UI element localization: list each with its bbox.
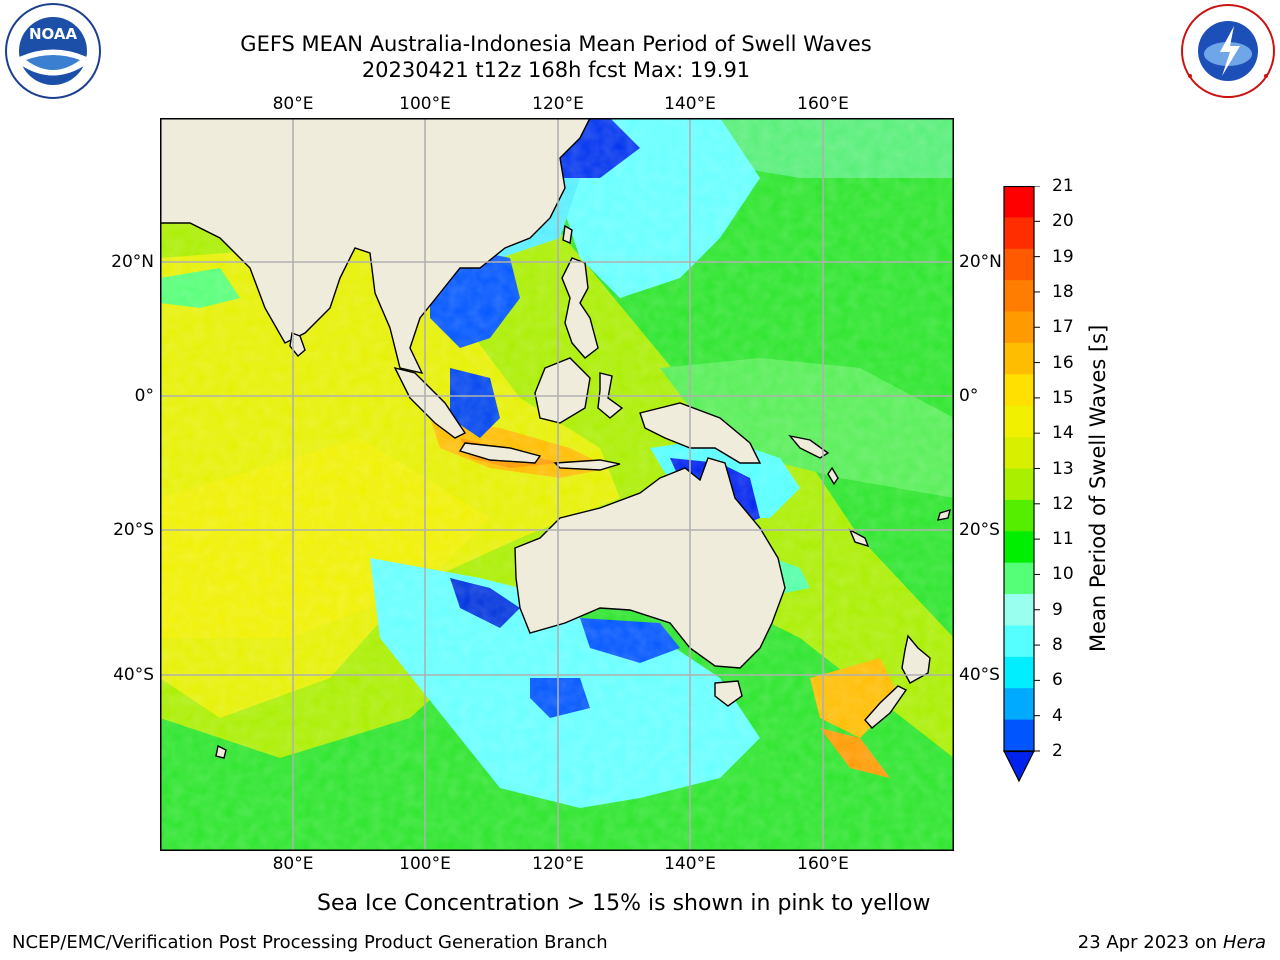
colorbar-tick-label: 12 [1052, 493, 1074, 514]
colorbar-segment [1004, 217, 1034, 250]
lon-tick-top-120e: 120°E [532, 94, 584, 114]
colorbar-title: Mean Period of Swell Waves [s] [1086, 324, 1110, 652]
colorbar-tick-label: 20 [1052, 211, 1074, 232]
footer-date: 23 Apr 2023 on [1077, 932, 1223, 953]
lon-tick-bottom-160e: 160°E [797, 854, 849, 874]
colorbar-segment [1004, 499, 1034, 532]
colorbar-segment [1004, 280, 1034, 313]
lon-tick-top-140e: 140°E [664, 94, 716, 114]
colorbar-segment [1004, 437, 1034, 469]
colorbar-segment [1004, 186, 1034, 218]
sea-ice-note: Sea Ice Concentration > 15% is shown in … [317, 891, 931, 916]
lat-tick-left-40s: 40°S [113, 665, 154, 685]
colorbar-tick-label: 16 [1052, 352, 1074, 373]
colorbar-segment [1004, 374, 1034, 407]
noaa-logo-text: NOAA [29, 25, 78, 43]
colorbar-segment [1004, 248, 1034, 281]
colorbar-tick-label: 19 [1052, 246, 1074, 267]
nws-logo [1178, 2, 1278, 100]
lon-tick-bottom-80e: 80°E [272, 854, 314, 874]
lat-tick-left-20n: 20°N [111, 252, 154, 272]
footer-host: Hera [1222, 932, 1266, 953]
colorbar-tick-label: 9 [1052, 599, 1063, 620]
colorbar-segment [1004, 719, 1034, 752]
lon-tick-top-80e: 80°E [272, 94, 314, 114]
colorbar [1000, 185, 1040, 786]
lat-tick-left-0: 0° [134, 386, 154, 406]
colorbar-graphic [1003, 185, 1040, 783]
colorbar-segment [1004, 562, 1034, 595]
colorbar-tick-label: 13 [1052, 458, 1074, 479]
colorbar-tick-label: 8 [1052, 635, 1063, 656]
footer-date-host: 23 Apr 2023 on Hera [1078, 932, 1266, 954]
graticule [160, 118, 954, 851]
lat-tick-right-40s: 40°S [959, 665, 1000, 685]
colorbar-segment [1004, 342, 1034, 375]
lon-tick-top-160e: 160°E [797, 94, 849, 114]
lat-tick-left-20s: 20°S [113, 520, 154, 540]
colorbar-segment [1004, 688, 1034, 721]
colorbar-tick-label: 4 [1052, 705, 1063, 726]
colorbar-tick-label: 21 [1052, 176, 1074, 196]
colorbar-tick-label: 18 [1052, 281, 1074, 302]
lon-tick-bottom-100e: 100°E [399, 854, 451, 874]
map-frame [160, 118, 954, 851]
landmasses [160, 118, 951, 759]
lon-tick-bottom-120e: 120°E [532, 854, 584, 874]
colorbar-segment [1004, 311, 1034, 344]
colorbar-tick-label: 2 [1052, 741, 1063, 761]
colorbar-tick-label: 6 [1052, 670, 1063, 691]
chart-title: GEFS MEAN Australia-Indonesia Mean Perio… [240, 32, 872, 56]
colorbar-extend-arrow [1003, 750, 1035, 783]
colorbar-tick-label: 17 [1052, 317, 1074, 338]
colorbar-tick-label: 10 [1052, 564, 1074, 585]
noaa-logo: NOAA [4, 2, 102, 100]
colorbar-segment [1004, 594, 1034, 626]
lat-tick-right-20n: 20°N [959, 252, 1002, 272]
colorbar-segment [1004, 405, 1034, 438]
lat-tick-right-20s: 20°S [959, 520, 1000, 540]
lon-tick-bottom-140e: 140°E [664, 854, 716, 874]
colorbar-tick-label: 11 [1052, 529, 1074, 550]
colorbar-tick-label: 14 [1052, 423, 1074, 444]
colorbar-segment [1004, 656, 1034, 689]
footer-branch: NCEP/EMC/Verification Post Processing Pr… [12, 932, 608, 953]
colorbar-segment [1004, 468, 1034, 501]
chart-subtitle: 20230421 t12z 168h fcst Max: 19.91 [361, 58, 751, 82]
swell-period-map [160, 118, 954, 851]
colorbar-tick-label: 15 [1052, 387, 1074, 408]
colorbar-segment [1004, 625, 1034, 658]
lat-tick-right-0: 0° [959, 386, 979, 406]
colorbar-segment [1004, 531, 1034, 564]
map-panel [160, 118, 954, 851]
lon-tick-top-100e: 100°E [399, 94, 451, 114]
